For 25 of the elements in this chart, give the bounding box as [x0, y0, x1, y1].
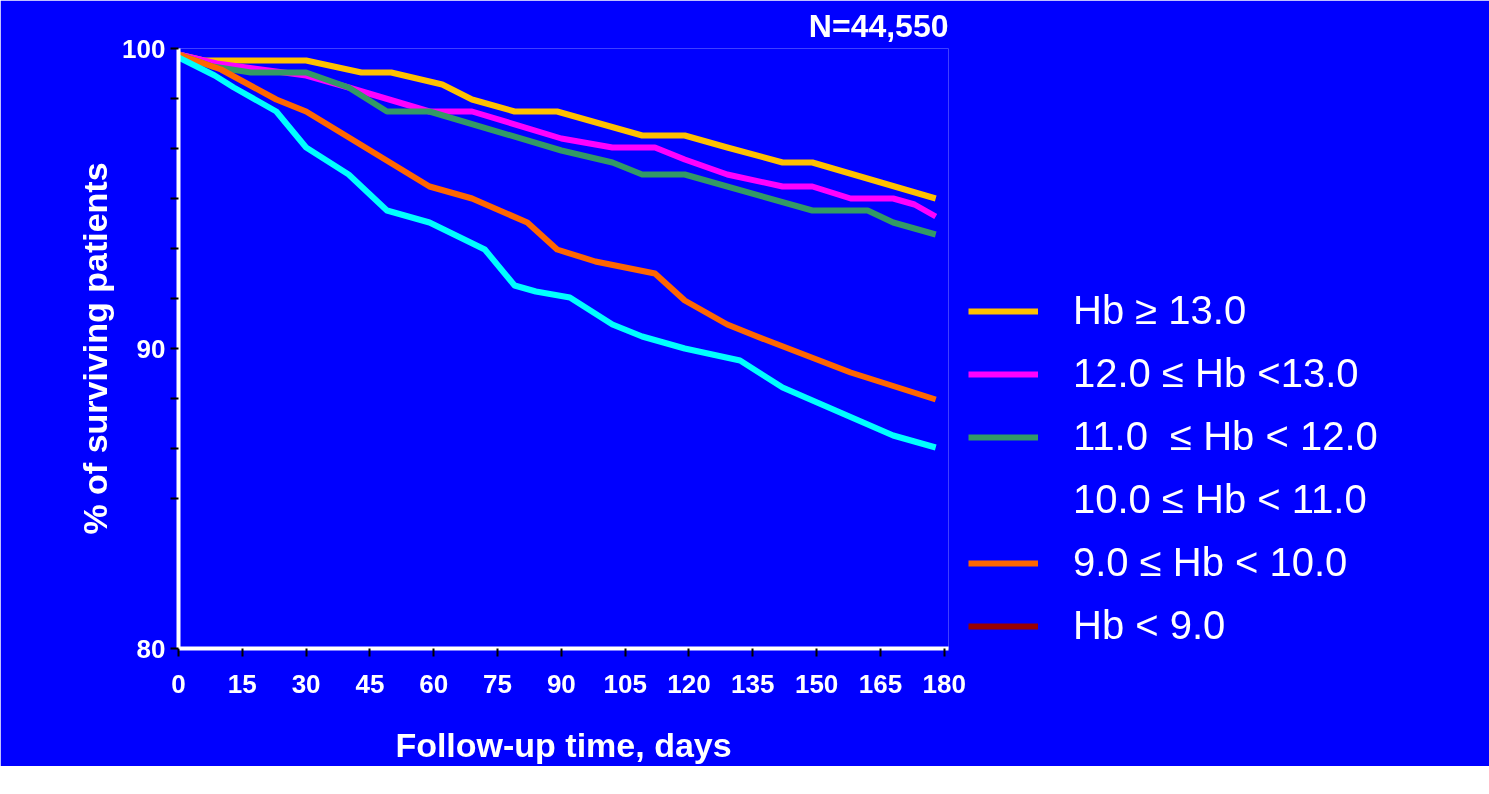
x-tick-label: 150: [794, 668, 839, 699]
x-axis-title: Follow-up time, days: [395, 725, 732, 764]
x-tick-label: 165: [858, 668, 903, 699]
x-tick-label: 30: [291, 668, 321, 699]
x-tick-label: 0: [171, 668, 186, 699]
y-tick-label: 100: [122, 33, 166, 64]
legend-label: 11.0 ≤ Hb < 12.0: [1073, 414, 1378, 459]
legend-label: Hb ≥ 13.0: [1073, 288, 1247, 333]
y-tick-label: 90: [136, 333, 166, 364]
legend-label: 12.0 ≤ Hb <13.0: [1073, 351, 1359, 396]
x-tick-label: 60: [419, 668, 449, 699]
x-tick-label: 45: [355, 668, 385, 699]
x-tick-label: 120: [667, 668, 711, 699]
x-tick-label: 180: [922, 668, 966, 699]
y-tick-label: 80: [136, 633, 166, 664]
y-axis-title: % of surviving patients: [76, 162, 115, 535]
x-tick-label: 135: [731, 668, 775, 699]
legend-label: 9.0 ≤ Hb < 10.0: [1073, 540, 1348, 585]
legend-label: Hb < 9.0: [1073, 603, 1226, 648]
text: N=44,550: [808, 7, 949, 44]
text: 10.0 ≤ Hb < 11.0: [1073, 477, 1367, 522]
x-tick-label: 105: [603, 668, 647, 699]
x-tick-label: 15: [227, 668, 257, 699]
x-tick-label: 90: [546, 668, 576, 699]
x-tick-label: 75: [483, 668, 513, 699]
